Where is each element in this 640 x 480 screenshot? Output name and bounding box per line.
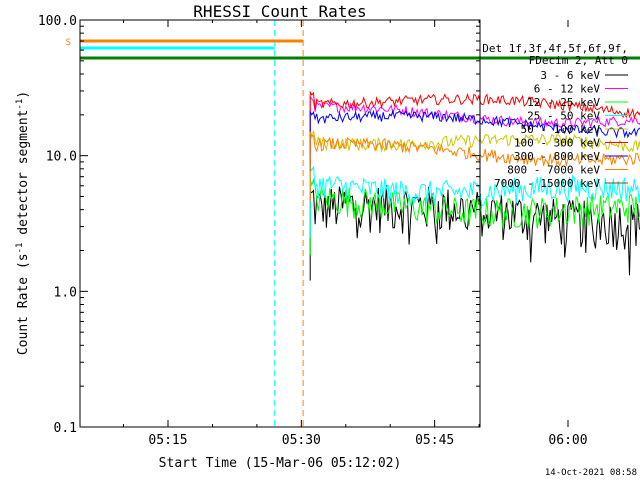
ticks-layer: 05:1505:3005:4506:0006:1506:3006:45100.0… <box>38 14 588 448</box>
legend-title-line-2: FDecim 2, Att 0 <box>529 54 628 67</box>
legend-entry-label-1: 3 - 6 keV <box>540 69 600 82</box>
legend-entry-label-8: 800 - 7000 keV <box>507 164 600 177</box>
series-line-4 <box>309 165 640 238</box>
y-axis-label-main: Count Rate (s <box>16 253 31 355</box>
flag-label-s: S <box>66 38 71 48</box>
y-tick-label: 0.1 <box>54 421 77 436</box>
y-axis-label-sup1: -1 <box>15 243 25 254</box>
chart-title: RHESSI Count Rates <box>193 2 366 21</box>
x-tick-label: 05:15 <box>148 433 187 448</box>
legend-entry-label-5: 50 - 100 keV <box>521 123 601 136</box>
y-tick-label: 1.0 <box>54 285 77 300</box>
plot-frame <box>79 19 481 428</box>
y-axis-label-mid: detector segment <box>16 110 31 243</box>
series-line-2 <box>309 95 640 165</box>
series-line-8 <box>309 131 640 202</box>
legend-title-line-1: Det 1f,3f,4f,5f,6f,9f, <box>482 42 628 55</box>
x-tick-label: 06:00 <box>548 433 587 448</box>
legend: Det 1f,3f,4f,5f,6f,9f, FDecim 2, Att 0 3… <box>482 42 628 190</box>
y-axis-label-end: ) <box>16 91 31 99</box>
timestamp: 14-Oct-2021 08:58 <box>545 468 637 478</box>
legend-entry-label-4: 25 - 50 keV <box>527 110 600 123</box>
series-line-7 <box>309 109 640 172</box>
series-line-6 <box>309 90 640 154</box>
x-tick-label: 05:30 <box>282 433 321 448</box>
legend-entry-label-9: 7000 - 15000 keV <box>494 177 600 190</box>
x-tick-label: 05:45 <box>415 433 454 448</box>
y-axis-label: Count Rate (s-1 detector segment-1) <box>15 91 31 355</box>
legend-entry-label-3: 12 - 25 keV <box>527 96 600 109</box>
y-tick-label: 10.0 <box>46 150 77 165</box>
legend-entry-label-2: 6 - 12 keV <box>534 83 601 96</box>
y-tick-label: 100.0 <box>38 14 77 29</box>
y-axis-label-sup2: -1 <box>15 99 25 110</box>
series-layer <box>309 90 640 281</box>
series-line-5 <box>309 130 640 192</box>
x-axis-label: Start Time (15-Mar-06 05:12:02) <box>159 456 402 471</box>
series-line-3 <box>309 178 640 256</box>
series-line-1 <box>309 184 640 281</box>
legend-entry-label-6: 100 - 300 keV <box>514 137 600 150</box>
legend-entry-label-7: 300 - 800 keV <box>514 150 600 163</box>
